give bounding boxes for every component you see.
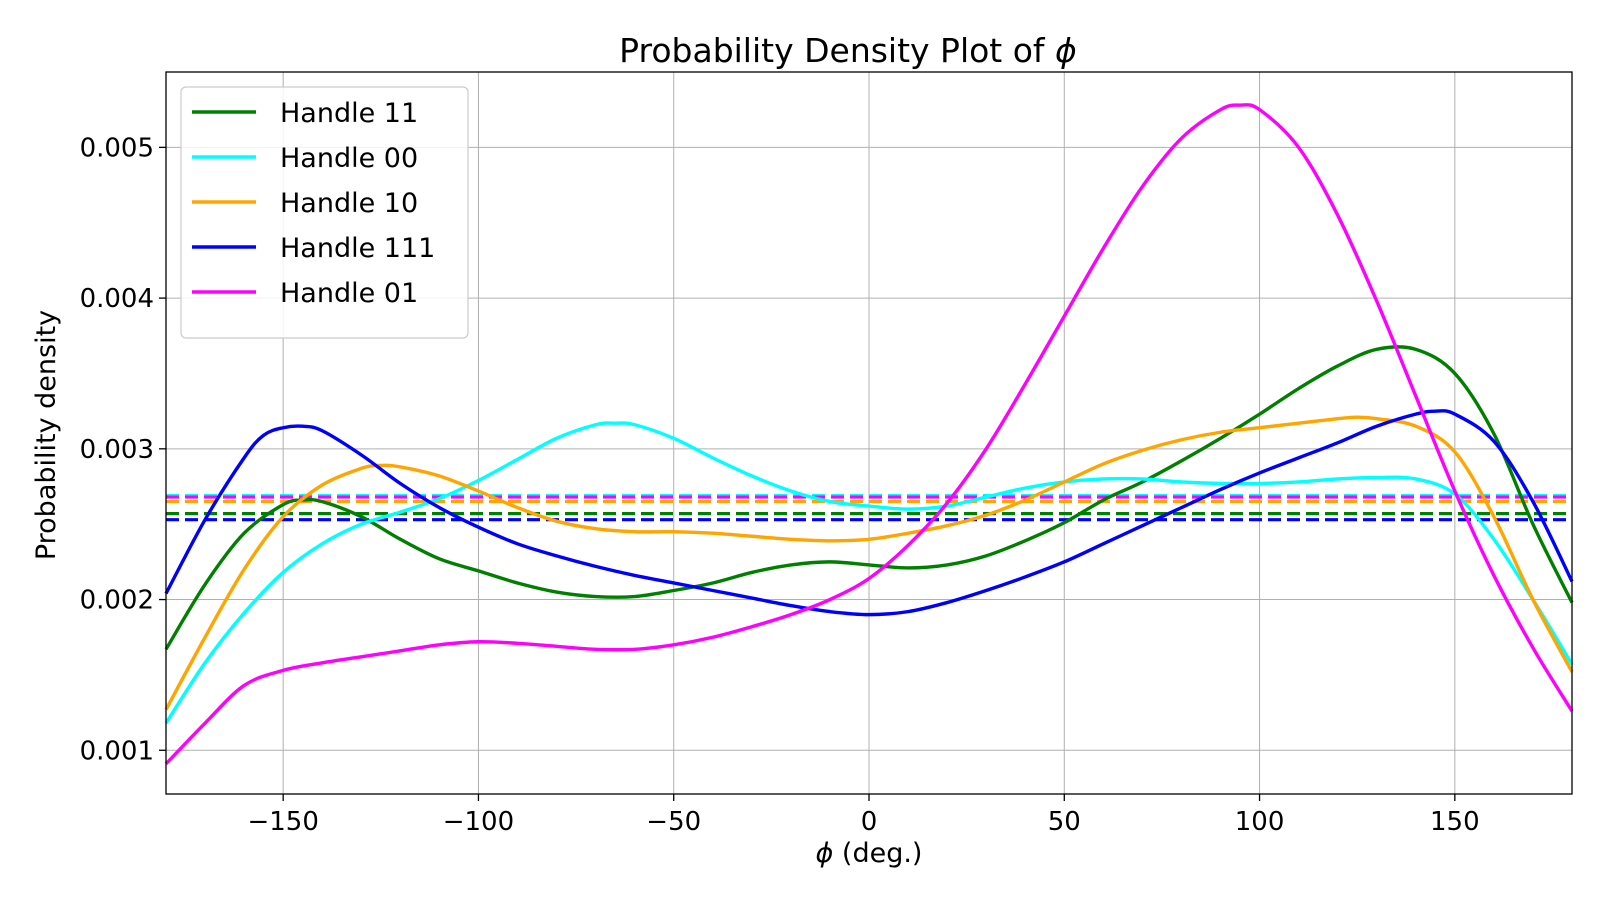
y-tick-label: 0.003 [80, 435, 154, 465]
x-tick-label: −100 [443, 807, 514, 837]
y-tick-label: 0.001 [80, 736, 154, 766]
x-tick-label: 0 [861, 807, 878, 837]
legend-label: Handle 11 [280, 98, 418, 129]
y-axis: 0.001 0.002 0.003 0.004 0.005 [80, 133, 166, 766]
x-axis-label-text: (deg.) [833, 838, 922, 869]
chart-title: Probability Density Plot of ϕ [619, 31, 1077, 70]
series-line-handle-01 [164, 103, 1574, 766]
x-tick-label: 50 [1048, 807, 1081, 837]
legend-label: Handle 10 [280, 188, 418, 219]
chart-title-symbol: ϕ [1055, 31, 1077, 70]
legend-label: Handle 00 [280, 143, 418, 174]
series-lines [164, 103, 1574, 766]
x-axis-label: ϕ (deg.) [816, 838, 923, 869]
series-line-handle-00 [164, 421, 1574, 725]
x-axis-label-symbol: ϕ [816, 838, 834, 869]
y-axis-label: Probability density [31, 310, 62, 560]
series-line-handle-111 [164, 409, 1574, 617]
y-tick-label: 0.005 [80, 133, 154, 163]
legend-label: Handle 01 [280, 278, 418, 309]
x-tick-label: 100 [1235, 807, 1285, 837]
legend: Handle 11 Handle 00 Handle 10 Handle 111 Han… [180, 86, 469, 339]
series-line-handle-10 [164, 415, 1574, 711]
chart-title-text: Probability Density Plot of [619, 31, 1055, 70]
x-tick-label: −150 [247, 807, 318, 837]
y-tick-label: 0.004 [80, 284, 154, 314]
x-tick-label: −50 [646, 807, 701, 837]
legend-box [180, 86, 469, 339]
series-line-handle-11 [164, 345, 1574, 651]
x-axis: −150 −100 −50 0 50 100 150 [247, 794, 1480, 837]
uniform-lines [166, 493, 1572, 522]
y-tick-label: 0.002 [80, 586, 154, 616]
legend-label: Handle 111 [280, 233, 435, 264]
x-tick-label: 150 [1430, 807, 1480, 837]
